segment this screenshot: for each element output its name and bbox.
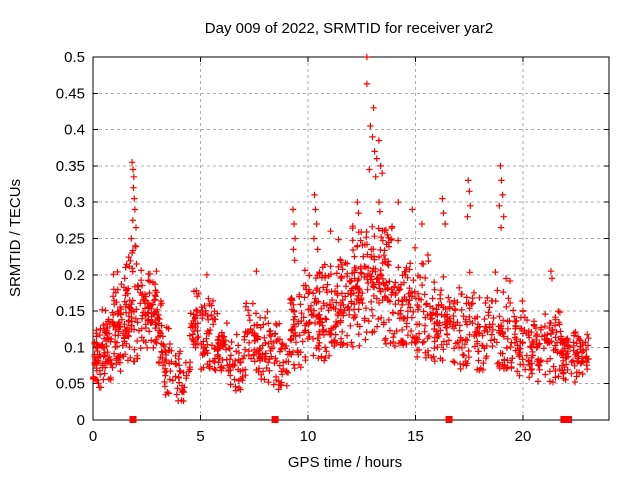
y-tick-label: 0.45 [56,85,85,102]
y-tick-label: 0.3 [64,194,85,211]
scatter-points-path [89,53,592,405]
x-tick-label: 20 [515,428,532,445]
event-marker-square [565,416,573,423]
event-markers-layer [129,416,573,423]
event-marker-square [560,416,568,423]
y-axis-label: SRMTID / TECUs [7,179,24,297]
y-tick-label: 0 [77,412,85,429]
y-tick-label: 0.05 [56,376,85,393]
x-axis-label: GPS time / hours [288,454,402,471]
y-tick-label: 0.5 [64,49,85,66]
chart-title: Day 009 of 2022, SRMTID for receiver yar… [205,20,493,37]
x-tick-label: 15 [407,428,424,445]
y-tick-label: 0.1 [64,339,85,356]
y-tick-label: 0.15 [56,303,85,320]
x-tick-label: 10 [300,428,317,445]
x-tick-label: 5 [196,428,204,445]
event-marker-square [271,416,279,423]
y-tick-label: 0.4 [64,122,85,139]
y-tick-label: 0.35 [56,158,85,175]
tick-labels-layer: 0 0.05 0.1 0.15 0.2 0.25 0.3 0.35 0.4 0.45 0.5 0 5 10… [56,49,532,445]
y-tick-label: 0.2 [64,267,85,284]
y-tick-label: 0.25 [56,231,85,248]
scatter-points-layer [89,53,592,405]
event-marker-square [445,416,453,423]
x-tick-label: 0 [89,428,97,445]
event-marker-square [129,416,137,423]
